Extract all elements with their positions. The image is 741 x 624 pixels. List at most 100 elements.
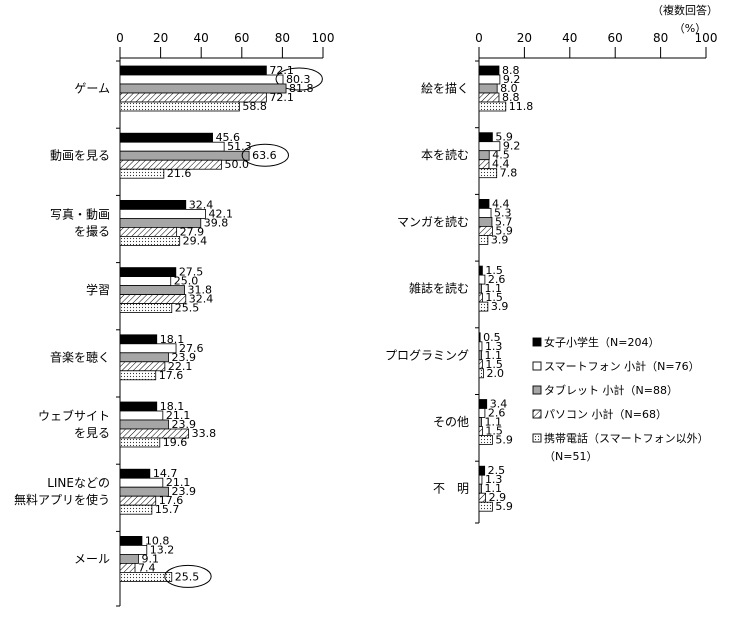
left-value-label: 25.0: [174, 275, 199, 288]
legend-label-extra: （N=51）: [544, 450, 597, 463]
left-value-label: 63.6: [252, 149, 277, 162]
right-bar: [478, 350, 482, 361]
right-value-label: 9.2: [503, 140, 521, 153]
left-tick-label: 100: [312, 31, 335, 45]
left-value-label: 81.8: [289, 82, 314, 95]
left-value-label: 23.9: [172, 485, 197, 498]
right-bar: [478, 301, 489, 312]
left-bar: [119, 303, 173, 314]
right-bar: [478, 492, 486, 503]
right-value-label: 1.1: [484, 349, 502, 362]
left-value-label: 29.4: [183, 234, 208, 247]
left-value-label: 18.1: [160, 333, 185, 346]
legend-swatch: [532, 433, 542, 443]
left-bar: [119, 226, 178, 237]
right-value-label: 5.3: [494, 206, 512, 219]
legend-label: タブレット 小計（N=88）: [544, 383, 678, 397]
left-category-label: 無料アプリを使う: [14, 492, 110, 507]
right-bar: [478, 283, 482, 294]
left-tick-label: 0: [116, 31, 124, 45]
left-category-label: メール: [74, 552, 110, 566]
right-bar: [478, 292, 483, 303]
left-value-label: 72.1: [269, 91, 294, 104]
right-value-label: 0.5: [483, 331, 501, 344]
note-unit-percent: （%）: [674, 22, 706, 35]
left-bar: [119, 401, 158, 412]
right-value-label: 4.5: [492, 149, 510, 162]
right-value-label: 5.9: [495, 500, 513, 513]
left-value-label: 25.5: [175, 302, 200, 315]
right-value-label: 9.2: [503, 73, 521, 86]
legend-swatch: [532, 385, 542, 395]
left-bar: [119, 74, 284, 85]
left-chart: 0 20 40 60 80 100ゲーム72.180.381.872.158.8動画を見る…: [14, 31, 335, 607]
right-bar: [478, 101, 507, 112]
left-bar: [119, 410, 164, 421]
legend-swatch: [532, 409, 542, 419]
left-bar: [119, 334, 158, 345]
left-value-label: 23.9: [172, 418, 197, 431]
right-value-label: 5.9: [495, 434, 513, 447]
left-bar: [119, 554, 139, 564]
left-bar: [119, 468, 151, 479]
right-category-label: 絵を描く: [421, 81, 469, 96]
right-bar: [478, 501, 493, 512]
left-value-label: 10.8: [145, 534, 170, 547]
right-value-label: 2.9: [489, 491, 507, 504]
right-value-label: 5.9: [495, 224, 513, 237]
left-bar: [119, 343, 177, 354]
right-bar: [478, 408, 486, 418]
right-category-label: その他: [433, 415, 469, 429]
right-tick-label: 0: [475, 31, 483, 45]
left-value-label: 25.5: [175, 570, 200, 583]
right-value-label: 7.8: [500, 167, 518, 180]
left-value-label: 9.1: [141, 552, 159, 565]
right-value-label: 11.8: [509, 100, 534, 113]
right-bar: [478, 159, 490, 170]
legend-swatch: [532, 337, 542, 347]
left-value-label: 13.2: [150, 543, 175, 556]
legend-label: パソコン 小計（N=68）: [544, 407, 667, 421]
left-bar: [119, 83, 287, 94]
right-chart: 0 20 40 60 80 100絵を描く8.89.28.08.811.8本を読む5.99…: [385, 31, 718, 524]
right-bar: [478, 341, 483, 352]
left-bar: [119, 572, 173, 582]
left-bar: [119, 168, 165, 179]
left-bar: [119, 352, 169, 363]
legend-swatch: [532, 361, 542, 371]
right-tick-label: 100: [695, 31, 718, 45]
left-category-label: LINEなどの: [47, 476, 110, 490]
right-value-label: 4.4: [492, 158, 510, 171]
left-value-label: 17.6: [159, 494, 184, 507]
right-value-label: 3.4: [490, 398, 508, 411]
right-value-label: 5.9: [495, 131, 513, 144]
left-value-label: 15.7: [155, 503, 180, 516]
left-tick-label: 60: [234, 31, 249, 45]
right-bar: [478, 426, 483, 436]
right-bar: [478, 359, 483, 370]
right-bar: [478, 198, 490, 209]
left-bar: [119, 495, 157, 506]
left-bar: [119, 208, 206, 219]
left-value-label: 21.1: [166, 409, 191, 422]
left-tick-label: 40: [194, 31, 209, 45]
right-bar: [478, 435, 493, 445]
right-category-label: 本を読む: [421, 147, 469, 162]
right-bar: [478, 132, 493, 143]
left-value-label: 32.4: [189, 293, 214, 306]
left-tick-label: 20: [153, 31, 168, 45]
left-value-label: 7.4: [138, 561, 156, 574]
right-category-label: 不 明: [433, 482, 469, 496]
right-bar: [478, 483, 482, 494]
right-bar: [478, 207, 492, 218]
right-value-label: 1.1: [484, 482, 502, 495]
left-category-label: を見る: [74, 426, 110, 440]
left-bar: [119, 267, 177, 278]
left-value-label: 23.9: [172, 351, 197, 364]
left-value-label: 33.8: [192, 427, 217, 440]
left-category-label: 音楽を聴く: [50, 349, 110, 364]
right-bar: [478, 274, 486, 285]
left-category-label: 写真・動画: [50, 207, 110, 221]
left-value-label: 27.9: [180, 225, 205, 238]
